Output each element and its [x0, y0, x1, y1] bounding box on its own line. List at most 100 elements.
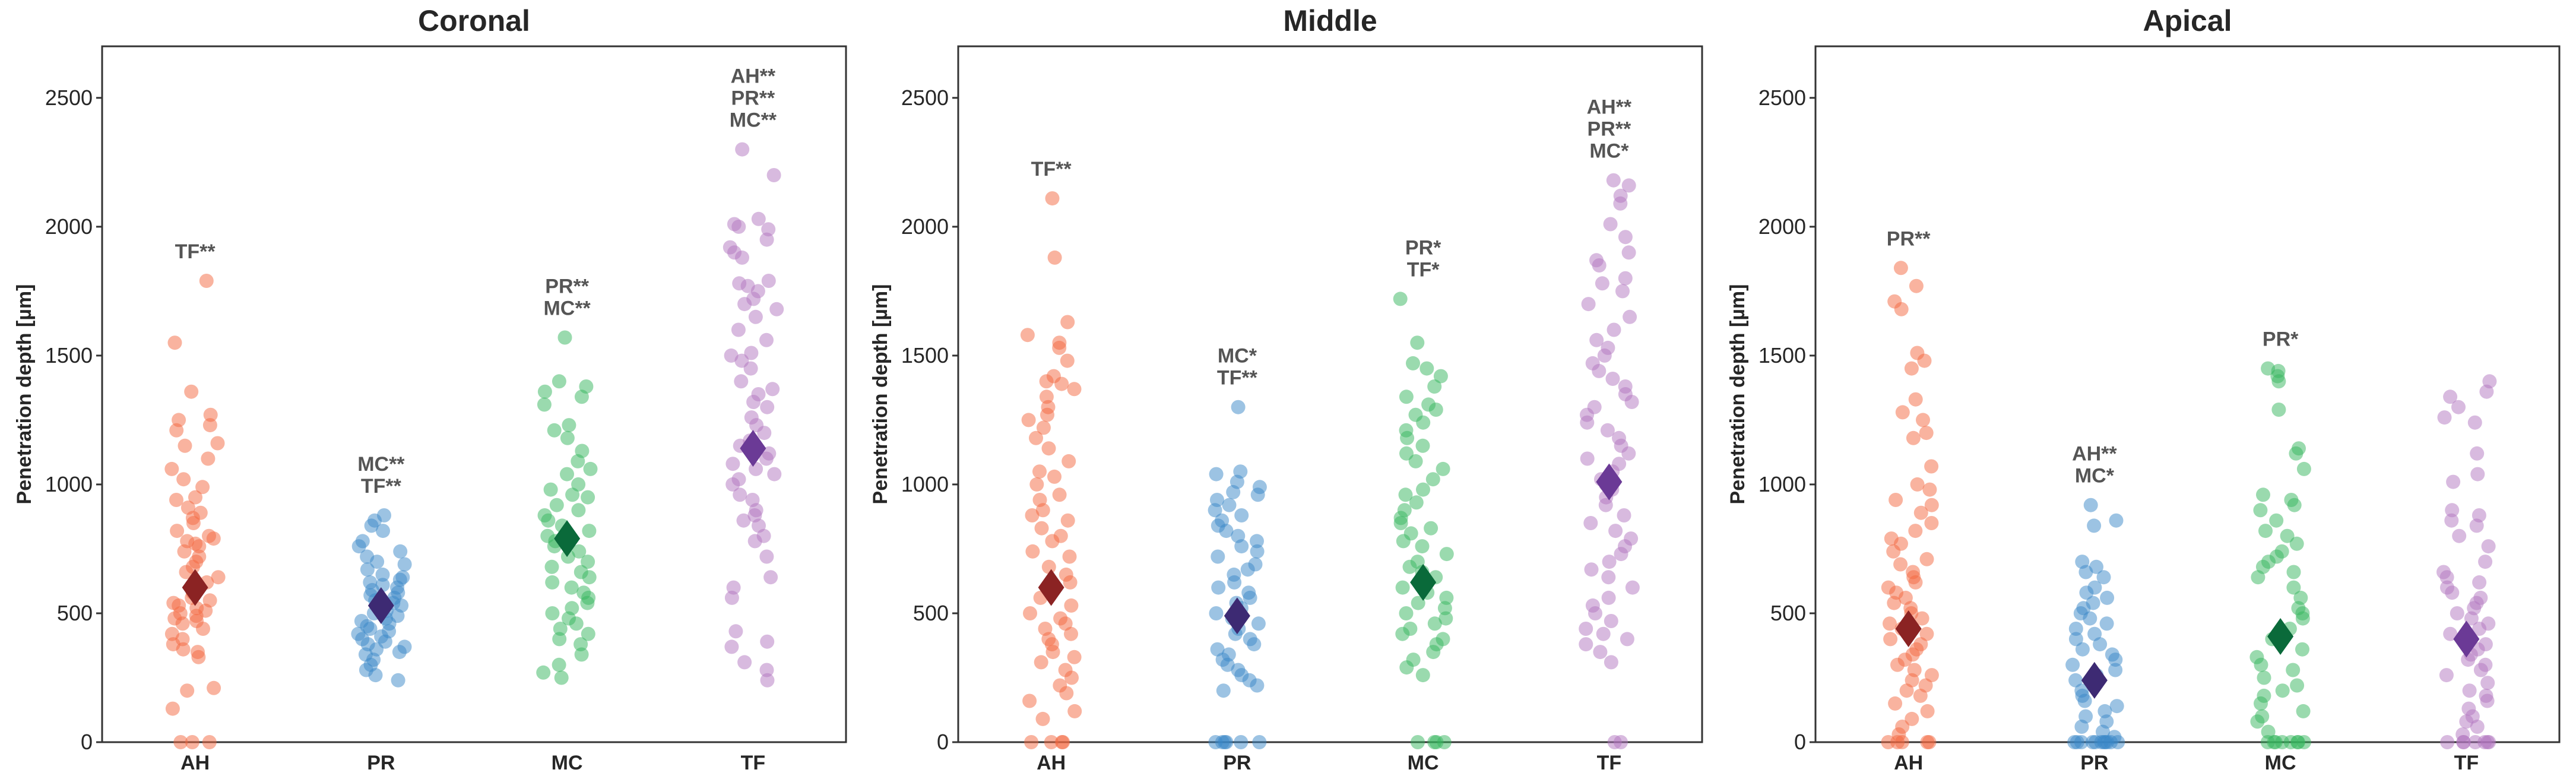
data-point [1620, 632, 1634, 647]
data-point [581, 626, 595, 641]
y-axis-label: Penetration depth [µm] [13, 284, 36, 505]
panel-apical: Apical Penetration depth [µm] 0 500 1000 1500… [1726, 4, 2561, 774]
data-point [733, 487, 747, 502]
y-tick-label: 500 [913, 601, 949, 625]
series-pr [1208, 400, 1267, 749]
data-point [1919, 426, 1934, 441]
data-point [2289, 446, 2303, 461]
data-point [1415, 539, 1430, 554]
data-point [1399, 606, 1414, 620]
data-point [1908, 524, 1923, 539]
x-category-label: TF [2454, 752, 2479, 774]
data-point [2459, 714, 2474, 729]
significance-label: MC* [1218, 345, 1257, 368]
y-tick-label: 1000 [45, 472, 93, 496]
data-point [1909, 278, 1924, 293]
data-point [571, 477, 586, 492]
x-category-label: PR [367, 752, 395, 774]
data-point [1399, 660, 1414, 675]
panel-coronal: Coronal Penetration depth [µm] 0 500 1000 150… [13, 4, 847, 774]
data-point [2443, 389, 2458, 404]
mean-marker [1038, 569, 1064, 606]
data-point [2074, 735, 2089, 749]
data-point [1067, 650, 1082, 664]
data-point [2250, 714, 2265, 729]
data-point [2290, 678, 2305, 693]
series-tf [723, 142, 784, 688]
data-point [1600, 423, 1615, 438]
data-point [544, 559, 559, 574]
data-point [2077, 693, 2092, 708]
data-point [1883, 632, 1898, 647]
data-point [2271, 403, 2286, 417]
data-point [2289, 536, 2304, 551]
data-point [537, 384, 552, 399]
data-point [2445, 503, 2460, 518]
data-point [1904, 361, 1919, 376]
data-point [2256, 487, 2270, 502]
data-point [185, 735, 199, 749]
data-point [177, 544, 192, 559]
data-point [169, 493, 183, 507]
x-category-label: TF [741, 752, 766, 774]
data-point [1436, 461, 1450, 476]
data-point [210, 436, 225, 451]
mean-marker [1596, 463, 1623, 501]
data-point [1580, 451, 1595, 466]
data-point [1426, 645, 1441, 660]
data-point [2093, 637, 2108, 652]
data-point [1247, 637, 1262, 652]
x-category-label: AH [1894, 752, 1923, 774]
data-point [2074, 720, 2089, 734]
data-point [1592, 363, 1607, 378]
data-point [1041, 559, 1056, 574]
data-point [1216, 683, 1231, 698]
data-point [724, 639, 739, 654]
data-point [1064, 670, 1079, 685]
data-point [2286, 663, 2301, 677]
data-point [1234, 735, 1249, 749]
data-point [2481, 539, 2496, 554]
data-point [744, 346, 759, 360]
data-point [180, 683, 195, 698]
data-point [351, 539, 366, 554]
y-tick-label: 500 [1770, 601, 1806, 625]
data-point [1614, 547, 1628, 562]
data-point [557, 330, 572, 345]
data-point [1243, 590, 1257, 605]
data-point [1062, 549, 1077, 564]
data-point [1032, 464, 1047, 479]
data-point [736, 513, 751, 528]
data-point [547, 423, 562, 438]
data-point [1922, 482, 1937, 497]
data-point [2280, 528, 2295, 543]
data-point [757, 426, 772, 441]
data-point [1399, 389, 1414, 404]
data-point [1022, 693, 1037, 708]
data-point [2065, 657, 2080, 672]
data-point [1039, 374, 1054, 389]
data-point [186, 516, 201, 530]
data-point [1621, 245, 1636, 260]
data-point [1906, 430, 1921, 445]
data-point [1041, 441, 1056, 456]
y-axis-label: Penetration depth [µm] [1726, 284, 1749, 505]
data-point [1220, 657, 1235, 672]
data-point [574, 647, 589, 662]
data-point [747, 534, 762, 549]
data-point [760, 400, 775, 414]
data-point [1893, 261, 1908, 275]
data-point [2100, 590, 2115, 605]
significance-label: MC** [730, 109, 777, 132]
data-point [763, 570, 778, 585]
data-point [1608, 524, 1623, 539]
mean-marker [1410, 563, 1437, 601]
data-point [1052, 487, 1067, 502]
significance-label: MC** [357, 453, 405, 476]
data-point [363, 622, 378, 636]
data-point [2068, 632, 2083, 647]
data-point [2079, 585, 2094, 600]
data-point [1592, 258, 1607, 273]
data-point [1438, 611, 1453, 626]
y-tick-label: 0 [81, 730, 93, 754]
